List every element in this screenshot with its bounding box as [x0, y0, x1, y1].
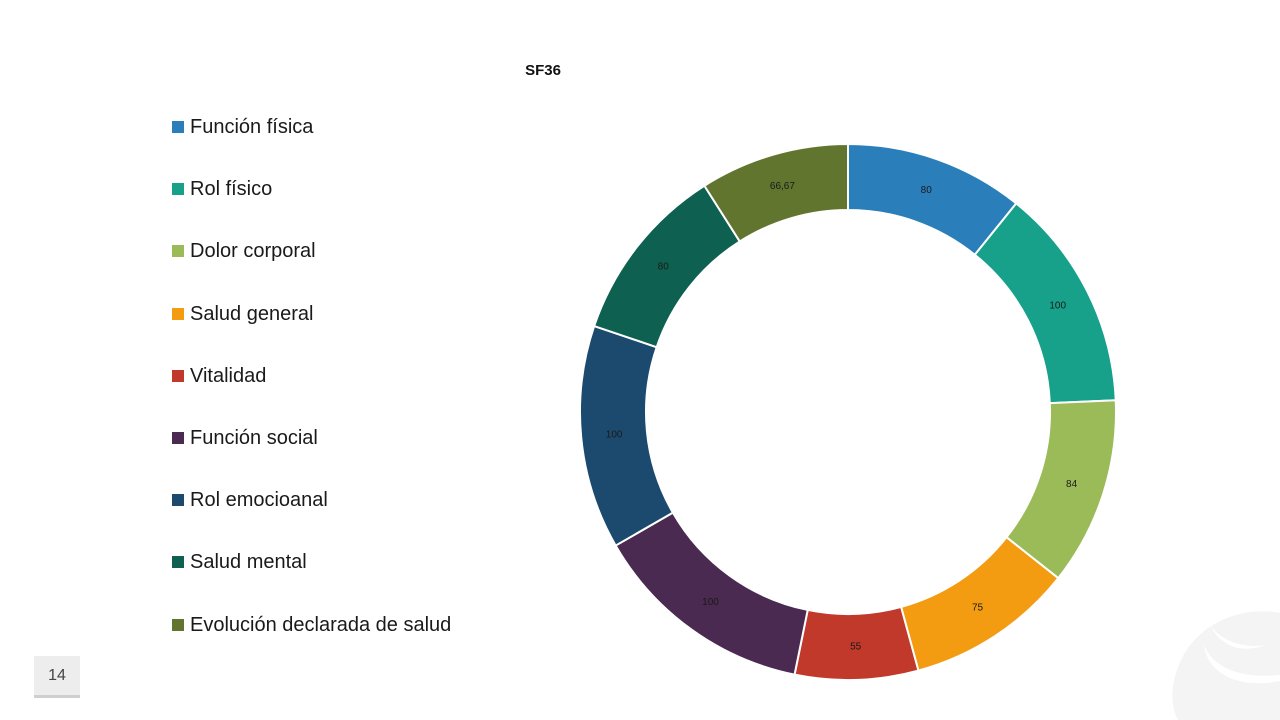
legend-item: Rol físico	[172, 176, 451, 238]
legend-item: Función social	[172, 425, 451, 487]
legend-swatch	[172, 121, 184, 133]
legend-label: Dolor corporal	[190, 240, 316, 263]
donut-slice	[973, 201, 1117, 405]
slice-data-label: 80	[921, 185, 933, 196]
legend-swatch	[172, 431, 184, 444]
chart-legend: Función física Rol físico Dolor corporal Sa…	[172, 114, 451, 674]
slice-data-label: 84	[1066, 479, 1078, 490]
slice-data-label: 100	[702, 597, 719, 608]
logo-watermark-icon	[1172, 611, 1280, 720]
legend-swatch	[172, 183, 184, 196]
slice-data-label: 100	[606, 430, 623, 441]
legend-item: Vitalidad	[172, 363, 451, 425]
legend-swatch	[172, 307, 184, 320]
legend-label: Función social	[190, 426, 318, 449]
legend-label: Función física	[190, 116, 314, 138]
legend-swatch	[172, 556, 184, 569]
donut-slice	[579, 324, 675, 547]
legend-label: Vitalidad	[190, 364, 267, 387]
chart-title: SF36	[525, 62, 561, 79]
slice-data-label: 66,67	[770, 181, 795, 192]
donut-slice	[702, 142, 849, 243]
slice-data-label: 100	[1049, 301, 1066, 312]
legend-item: Salud general	[172, 301, 451, 363]
legend-item: Rol emocioanal	[172, 487, 451, 549]
donut-slice	[614, 511, 809, 676]
legend-label: Rol emocioanal	[190, 489, 328, 512]
legend-swatch	[172, 494, 184, 507]
page-number: 14	[34, 656, 80, 698]
slice-data-label: 80	[658, 261, 670, 272]
slice-data-label: 55	[850, 642, 862, 653]
legend-swatch	[172, 618, 184, 631]
legend-item: Salud mental	[172, 549, 451, 611]
legend-label: Salud mental	[190, 551, 307, 574]
legend-label: Evolución declarada de salud	[190, 613, 452, 636]
legend-item: Evolución declarada de salud	[172, 612, 451, 674]
legend-swatch	[172, 369, 184, 382]
legend-swatch	[172, 245, 184, 258]
legend-label: Salud general	[190, 302, 314, 325]
slice-data-label: 75	[972, 603, 984, 614]
legend-label: Rol físico	[190, 178, 273, 201]
legend-item: Dolor corporal	[172, 238, 451, 300]
legend-item: Función física	[172, 114, 451, 176]
